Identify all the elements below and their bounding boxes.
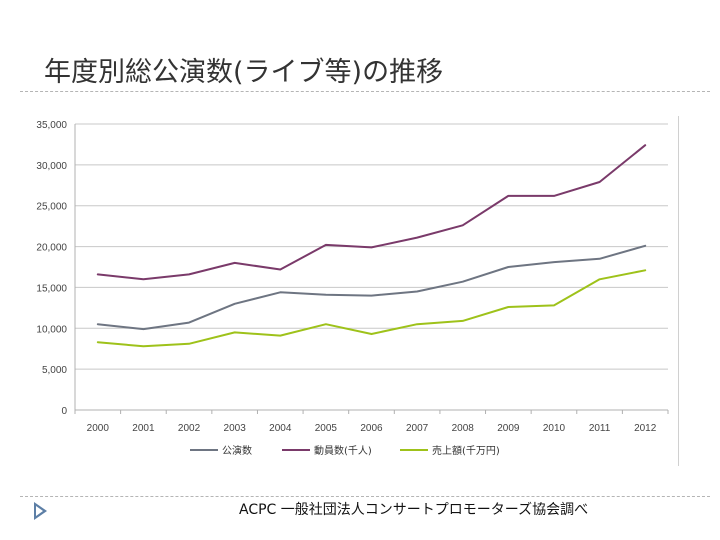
x-tick-label: 2008 bbox=[452, 423, 475, 434]
next-arrow-icon[interactable] bbox=[34, 502, 47, 520]
y-tick-label: 25,000 bbox=[36, 202, 67, 213]
y-tick-label: 5,000 bbox=[42, 365, 67, 376]
x-tick-label: 2010 bbox=[543, 423, 566, 434]
x-tick-label: 2002 bbox=[178, 423, 201, 434]
chart-frame-right bbox=[678, 116, 679, 466]
y-tick-label: 10,000 bbox=[36, 324, 67, 335]
series-line-3 bbox=[96, 269, 647, 348]
x-tick-label: 2007 bbox=[406, 423, 429, 434]
axis-layer: 0 5,000 10,000 15,000 20,000 25,000 30,000 35,0… bbox=[36, 120, 669, 434]
x-tick-label: 2006 bbox=[360, 423, 383, 434]
x-tick-label: 2000 bbox=[87, 423, 110, 434]
source-note: ACPC 一般社団法人コンサートプロモーターズ協会調べ bbox=[239, 502, 589, 518]
x-tick-label: 2005 bbox=[315, 423, 338, 434]
legend-layer: 公演数 動員数(千人) 売上額(千万円) bbox=[190, 444, 500, 457]
x-tick-label: 2001 bbox=[132, 423, 155, 434]
x-tick-label: 2011 bbox=[589, 423, 611, 434]
title-divider bbox=[20, 91, 710, 92]
y-tick-label: 15,000 bbox=[36, 283, 67, 294]
legend-label: 売上額(千万円) bbox=[432, 444, 500, 457]
x-tick-label: 2009 bbox=[497, 423, 520, 434]
series-layer bbox=[96, 144, 647, 348]
slide-title: 年度別総公演数(ライブ等)の推移 bbox=[44, 57, 444, 88]
legend-label: 動員数(千人) bbox=[314, 444, 372, 457]
legend-label: 公演数 bbox=[222, 444, 252, 457]
y-tick-label: 35,000 bbox=[36, 120, 67, 131]
y-tick-label: 20,000 bbox=[36, 243, 67, 254]
x-tick-label: 2004 bbox=[269, 423, 292, 434]
grid-layer bbox=[75, 123, 668, 370]
y-tick-label: 0 bbox=[61, 406, 67, 417]
x-tick-label: 2012 bbox=[634, 423, 657, 434]
y-tick-label: 30,000 bbox=[36, 161, 67, 172]
x-tick-label: 2003 bbox=[224, 423, 247, 434]
footer-divider bbox=[20, 496, 710, 497]
